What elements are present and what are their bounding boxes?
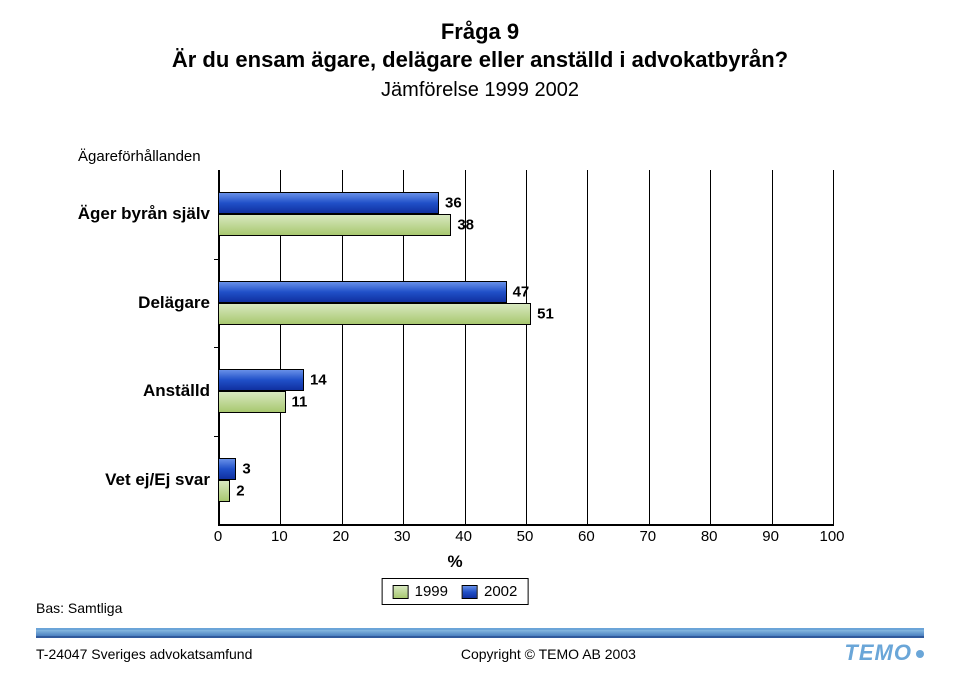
bar-2002 — [218, 192, 439, 214]
footer-row: T-24047 Sveriges advokatsamfund Copyrigh… — [36, 646, 924, 672]
bar-value-2002: 14 — [310, 372, 327, 389]
xtick-label: 60 — [571, 528, 601, 545]
title-block: Fråga 9 Är du ensam ägare, delägare elle… — [0, 0, 960, 102]
xtick-label: 80 — [694, 528, 724, 545]
xtick-label: 20 — [326, 528, 356, 545]
question-number: Fråga 9 — [0, 18, 960, 46]
category-tick — [214, 347, 220, 348]
bar-value-1999: 2 — [236, 482, 244, 499]
xtick-label: 30 — [387, 528, 417, 545]
category-label: Äger byrån själv — [10, 204, 210, 224]
gridline — [833, 170, 834, 524]
footer-mid: Copyright © TEMO AB 2003 — [461, 646, 636, 672]
xtick-label: 70 — [633, 528, 663, 545]
category-label: Anställd — [10, 381, 210, 401]
xtick-label: 100 — [817, 528, 847, 545]
legend-swatch-2002 — [462, 585, 478, 599]
bar-1999 — [218, 480, 230, 502]
category-tick — [214, 436, 220, 437]
bar-value-1999: 51 — [537, 305, 554, 322]
gridline — [526, 170, 527, 524]
xtick-label: 90 — [756, 528, 786, 545]
category-tick — [214, 259, 220, 260]
legend-item-1999: 1999 — [393, 583, 448, 600]
bar-value-2002: 3 — [242, 460, 250, 477]
xtick-label: 50 — [510, 528, 540, 545]
legend-label-2002: 2002 — [484, 583, 517, 600]
legend-swatch-1999 — [393, 585, 409, 599]
x-axis-title: % — [447, 552, 462, 572]
legend-label-1999: 1999 — [415, 583, 448, 600]
chart-area: % 1999 2002 0102030405060708090100Äger b… — [78, 170, 832, 553]
bar-1999 — [218, 391, 286, 413]
xtick-label: 0 — [203, 528, 233, 545]
bar-value-2002: 36 — [445, 195, 462, 212]
footer: T-24047 Sveriges advokatsamfund Copyrigh… — [36, 628, 924, 672]
bar-1999 — [218, 214, 451, 236]
footer-logo: TEMO — [844, 640, 924, 666]
category-label: Vet ej/Ej svar — [10, 470, 210, 490]
gridline — [772, 170, 773, 524]
bar-value-1999: 11 — [292, 394, 308, 411]
bar-2002 — [218, 369, 304, 391]
page: Fråga 9 Är du ensam ägare, delägare elle… — [0, 0, 960, 689]
xtick-label: 40 — [449, 528, 479, 545]
comparison-years: Jämförelse 1999 2002 — [0, 79, 960, 102]
bas-label: Bas: Samtliga — [36, 600, 122, 616]
xtick-label: 10 — [264, 528, 294, 545]
question-text: Är du ensam ägare, delägare eller anstäl… — [0, 46, 960, 74]
bar-value-2002: 47 — [513, 283, 530, 300]
bar-2002 — [218, 458, 236, 480]
legend: 1999 2002 — [382, 578, 529, 605]
category-label: Delägare — [10, 293, 210, 313]
y-axis-supertitle: Ägareförhållanden — [78, 148, 201, 165]
bar-2002 — [218, 281, 507, 303]
bar-1999 — [218, 303, 531, 325]
footer-left: T-24047 Sveriges advokatsamfund — [36, 646, 252, 672]
footer-divider — [36, 628, 924, 638]
gridline — [587, 170, 588, 524]
legend-item-2002: 2002 — [462, 583, 517, 600]
gridline — [649, 170, 650, 524]
bar-value-1999: 38 — [457, 217, 474, 234]
gridline — [710, 170, 711, 524]
